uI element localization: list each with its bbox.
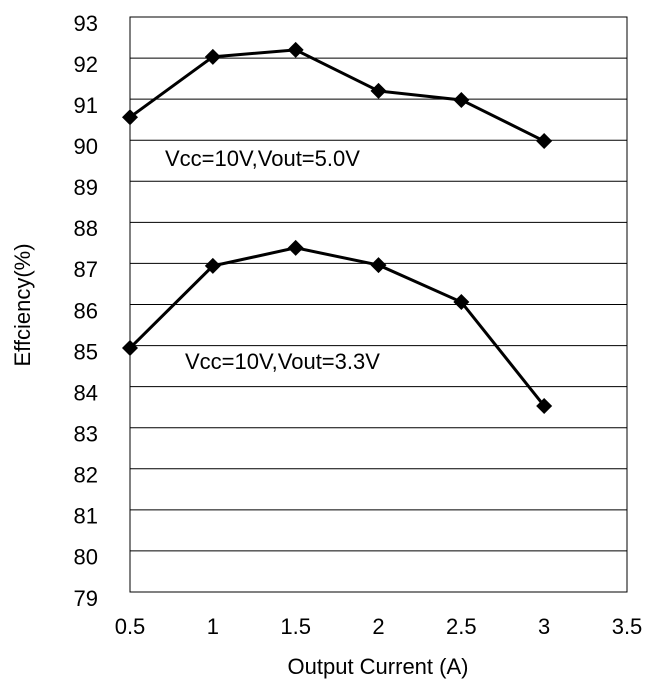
y-tick-label: 84 [74, 380, 98, 405]
y-tick-label: 83 [74, 422, 98, 447]
x-tick-label: 1.5 [280, 614, 311, 639]
x-tick-label: 2 [372, 614, 384, 639]
y-tick-label: 87 [74, 257, 98, 282]
y-tick-label: 89 [74, 175, 98, 200]
x-tick-label: 3 [538, 614, 550, 639]
y-tick-label: 90 [74, 134, 98, 159]
x-tick-label: 2.5 [446, 614, 477, 639]
x-axis-label: Output Current (A) [288, 654, 469, 679]
marker [453, 91, 470, 108]
y-tick-label: 88 [74, 216, 98, 241]
y-tick-label: 79 [74, 586, 98, 611]
marker [536, 397, 553, 414]
marker [370, 257, 387, 274]
y-tick-label: 91 [74, 93, 98, 118]
series-line [129, 48, 545, 143]
marker [204, 48, 221, 65]
marker [287, 239, 304, 256]
marker [536, 133, 553, 150]
series-line [128, 246, 546, 407]
marker [122, 109, 138, 126]
annotation: Vcc=10V,Vout=3.3V [185, 349, 380, 374]
annotation: Vcc=10V,Vout=5.0V [165, 146, 360, 171]
y-axis-label: Effciency(%) [10, 243, 35, 366]
x-tick-label: 0.5 [115, 614, 146, 639]
y-tick-label: 81 [74, 504, 98, 529]
y-tick-label: 93 [74, 11, 98, 36]
plot-frame [129, 16, 628, 593]
y-tick-label: 86 [74, 298, 98, 323]
marker [453, 294, 470, 311]
y-tick-label: 85 [74, 339, 98, 364]
y-tick-label: 80 [74, 545, 98, 570]
marker [287, 41, 304, 58]
marker [204, 257, 221, 274]
marker [122, 340, 138, 357]
y-tick-label: 82 [74, 463, 98, 488]
y-tick-label: 92 [74, 52, 98, 77]
marker [370, 82, 387, 99]
x-tick-label: 1 [207, 614, 219, 639]
x-tick-label: 3.5 [612, 614, 643, 639]
